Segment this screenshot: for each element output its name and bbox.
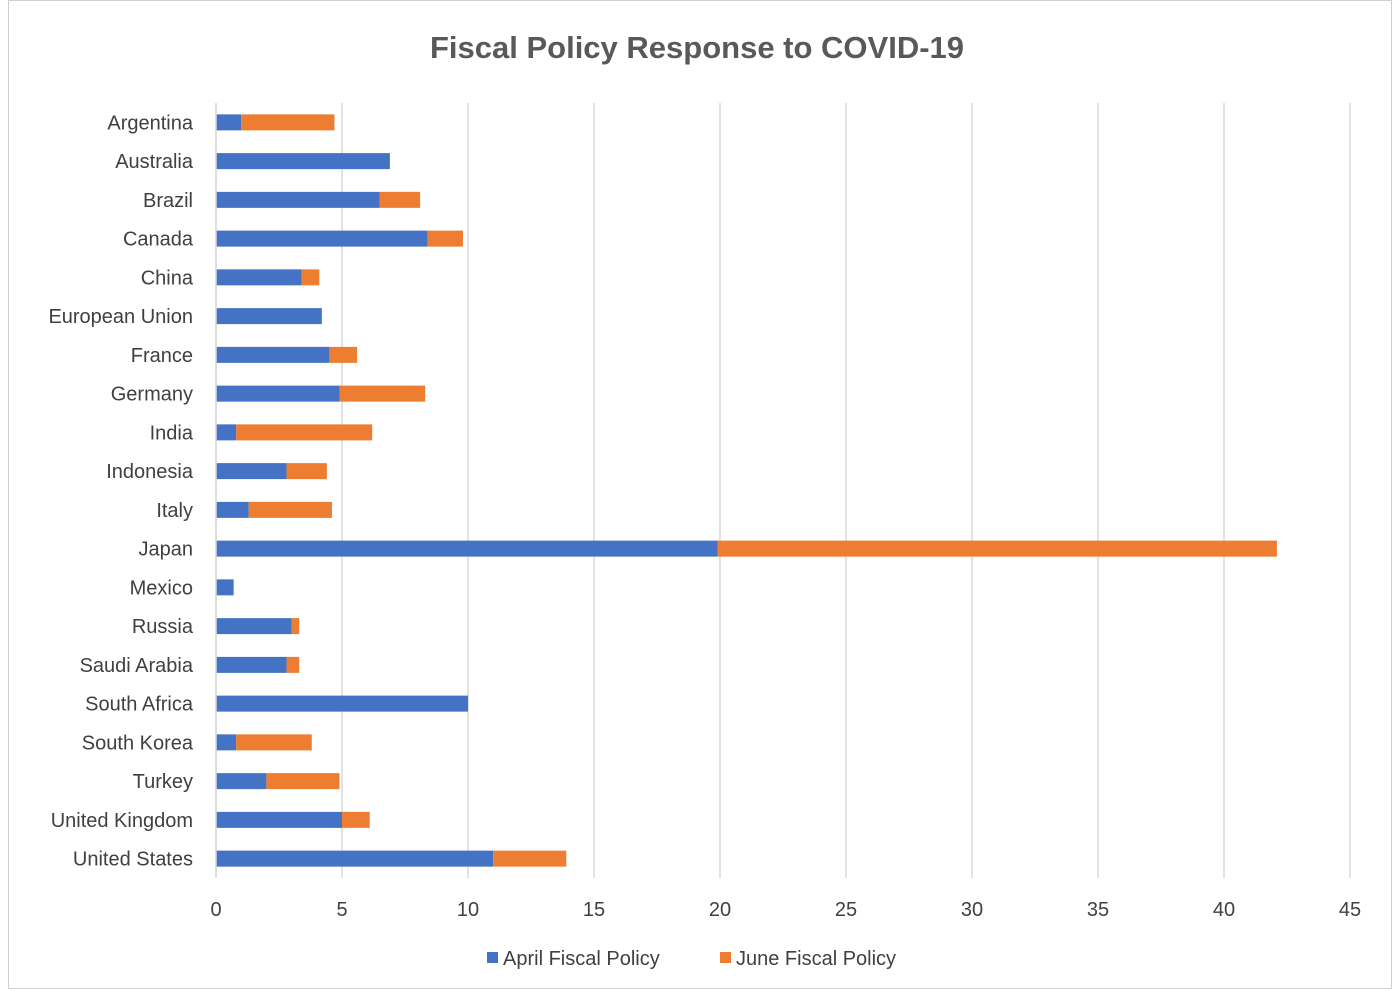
category-label: France [131, 345, 193, 367]
june-bar [291, 618, 300, 635]
x-tick-label: 40 [1213, 899, 1235, 921]
category-label: South Africa [85, 694, 194, 716]
category-label: Italy [156, 500, 193, 522]
april-bar [216, 385, 340, 402]
legend-label: April Fiscal Policy [503, 948, 660, 970]
x-tick-label: 20 [709, 899, 731, 921]
category-label: India [150, 422, 194, 444]
april-bar [216, 424, 237, 441]
april-bar [216, 463, 287, 480]
april-bar [216, 850, 494, 867]
category-label: United States [73, 849, 193, 871]
category-label: Turkey [133, 771, 193, 793]
category-label: Germany [111, 384, 193, 406]
june-bar [301, 269, 320, 286]
category-label: Saudi Arabia [80, 655, 194, 677]
category-label: Argentina [107, 112, 193, 134]
april-bar [216, 811, 342, 828]
x-tick-label: 0 [210, 899, 221, 921]
x-tick-label: 5 [336, 899, 347, 921]
april-bar [216, 308, 322, 325]
april-bar [216, 153, 390, 170]
category-label: Indonesia [106, 461, 194, 483]
june-bar [248, 501, 332, 518]
category-label: European Union [48, 306, 193, 328]
april-bar [216, 695, 468, 712]
april-bar [216, 734, 237, 751]
legend-swatch [487, 952, 498, 963]
x-tick-label: 10 [457, 899, 479, 921]
june-bar [379, 191, 421, 208]
x-tick-label: 45 [1339, 899, 1361, 921]
x-tick-label: 35 [1087, 899, 1109, 921]
june-bar [286, 463, 327, 480]
chart-title: Fiscal Policy Response to COVID-19 [429, 30, 965, 65]
june-bar [266, 773, 340, 790]
category-label: Japan [139, 539, 194, 561]
june-bar [339, 385, 426, 402]
category-label: Mexico [130, 577, 193, 599]
june-bar [427, 230, 463, 247]
x-tick-label: 30 [961, 899, 983, 921]
june-bar [329, 346, 358, 363]
june-bar [236, 734, 312, 751]
april-bar [216, 501, 249, 518]
category-label: China [141, 267, 194, 289]
june-bar [717, 540, 1277, 557]
april-bar [216, 579, 234, 596]
april-bar [216, 191, 380, 208]
x-tick-label: 25 [835, 899, 857, 921]
category-label: Canada [123, 229, 194, 251]
category-label: South Korea [82, 732, 194, 754]
category-label: Australia [115, 151, 194, 173]
x-tick-label: 15 [583, 899, 605, 921]
category-label: Brazil [143, 190, 193, 212]
april-bar [216, 773, 267, 790]
april-bar [216, 269, 302, 286]
april-bar [216, 618, 292, 635]
legend-swatch [720, 952, 731, 963]
june-bar [241, 114, 335, 131]
june-bar [493, 850, 567, 867]
june-bar [236, 424, 373, 441]
april-bar [216, 346, 330, 363]
legend-label: June Fiscal Policy [736, 948, 896, 970]
april-bar [216, 114, 242, 131]
june-bar [342, 811, 370, 828]
april-bar [216, 540, 718, 557]
category-label: Russia [132, 616, 194, 638]
april-bar [216, 656, 287, 673]
april-bar [216, 230, 428, 247]
category-label: United Kingdom [51, 810, 193, 832]
june-bar [286, 656, 300, 673]
